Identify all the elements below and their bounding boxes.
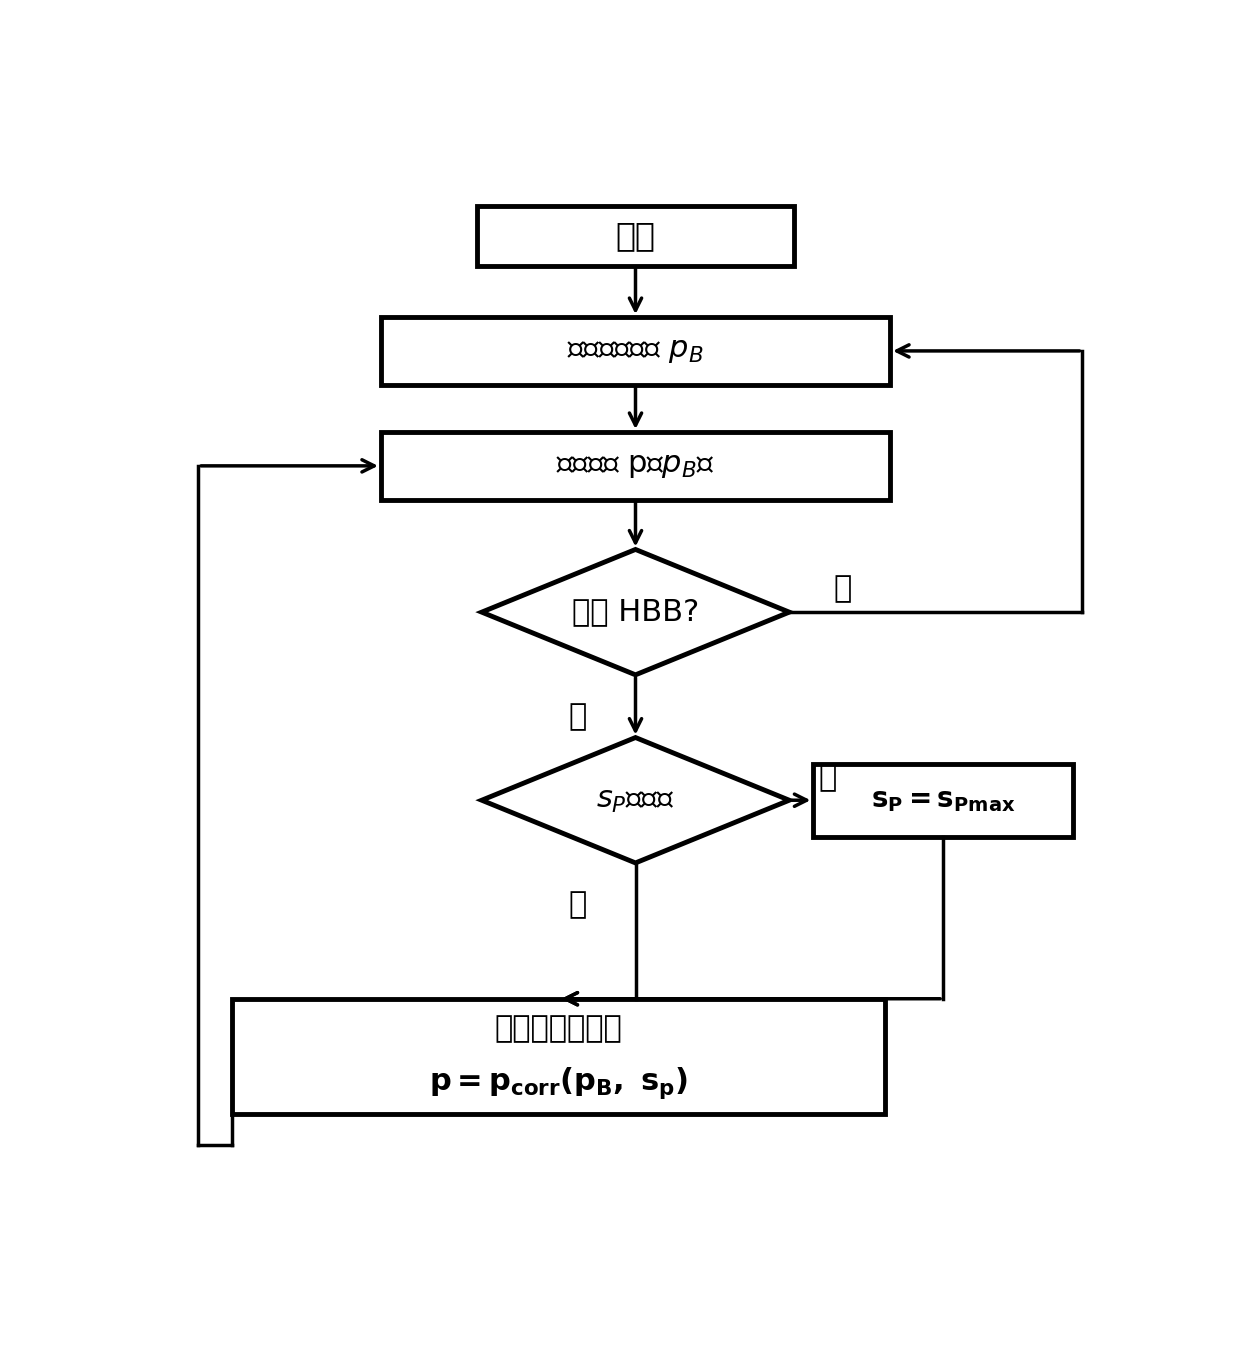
Bar xyxy=(232,999,885,1114)
Text: $\mathbf{p{=}p_{corr}(p_B,\ s_p)}$: $\mathbf{p{=}p_{corr}(p_B,\ s_p)}$ xyxy=(429,1065,688,1102)
Bar xyxy=(813,764,1073,837)
Text: $\mathbf{s_P = s_{Pmax}}$: $\mathbf{s_P = s_{Pmax}}$ xyxy=(870,786,1016,814)
Bar xyxy=(381,318,890,385)
Polygon shape xyxy=(481,738,789,863)
Text: 估计负压 p（$p_B$）: 估计负压 p（$p_B$） xyxy=(556,452,715,480)
Text: 估计正确的负压: 估计正确的负压 xyxy=(495,1015,622,1044)
Text: 启用 HBB?: 启用 HBB? xyxy=(572,597,699,627)
Text: 开始: 开始 xyxy=(615,220,656,252)
Text: $s_P$可用？: $s_P$可用？ xyxy=(596,786,675,814)
Text: 是: 是 xyxy=(569,702,587,731)
Bar xyxy=(477,206,794,266)
Text: 否: 否 xyxy=(833,574,851,604)
Text: 检测制动压力 $p_B$: 检测制动压力 $p_B$ xyxy=(567,337,704,365)
Text: 是: 是 xyxy=(569,890,587,919)
Polygon shape xyxy=(481,550,789,674)
Bar xyxy=(381,432,890,499)
Text: 否: 否 xyxy=(818,763,837,791)
